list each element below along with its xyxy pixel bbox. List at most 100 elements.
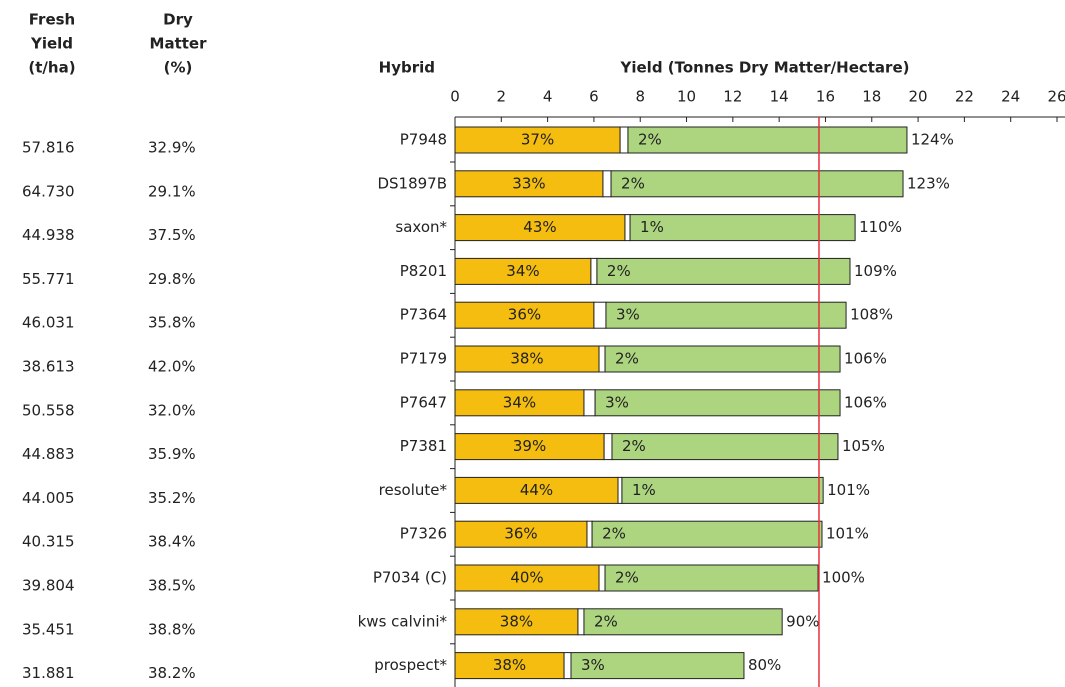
bar-segment — [604, 345, 841, 373]
x-axis-label: Yield (Tonnes Dry Matter/Hectare) — [620, 59, 910, 77]
fresh-yield: 46.031 — [22, 314, 75, 332]
segment-label: 2% — [615, 569, 639, 587]
segment-label: 38% — [510, 350, 543, 368]
x-tick-label: 4 — [543, 88, 553, 106]
dry-matter: 32.9% — [148, 139, 196, 157]
bar-segment — [577, 608, 585, 636]
total-label: 124% — [911, 131, 954, 149]
bar-segment — [598, 564, 606, 592]
bar-segment — [590, 257, 598, 285]
segment-label: 3% — [581, 656, 605, 674]
bar-segment — [602, 170, 612, 198]
segment-label: 1% — [640, 218, 664, 236]
bar-segment — [594, 389, 841, 417]
category-label: kws calvini* — [358, 612, 448, 630]
column-header: Dry — [163, 11, 193, 29]
segment-label: 2% — [621, 174, 645, 192]
category-label: P7948 — [400, 131, 447, 149]
fresh-yield: 35.451 — [22, 620, 75, 638]
total-label: 123% — [907, 174, 950, 192]
bar-segment — [586, 520, 593, 548]
fresh-yield: 50.558 — [22, 401, 75, 419]
x-tick-label: 6 — [589, 88, 599, 106]
bar-segment — [454, 214, 626, 242]
total-label: 106% — [844, 393, 887, 411]
total-label: 100% — [822, 569, 865, 587]
x-tick-label: 8 — [635, 88, 645, 106]
bar-segment — [454, 170, 604, 198]
fresh-yield: 44.938 — [22, 226, 75, 244]
bar-segment — [454, 520, 588, 548]
category-label: P7179 — [400, 350, 447, 368]
segment-label: 34% — [506, 262, 539, 280]
column-header: (%) — [164, 59, 193, 77]
bar-segment — [454, 126, 621, 154]
x-tick-label: 20 — [909, 88, 928, 106]
fresh-yield: 38.613 — [22, 358, 75, 376]
segment-label: 2% — [594, 612, 618, 630]
dry-matter: 29.1% — [148, 182, 196, 200]
bar-segment — [454, 608, 579, 636]
bar-segment — [605, 301, 847, 329]
column-header: Matter — [150, 35, 208, 53]
category-label: prospect* — [374, 656, 447, 674]
dry-matter: 38.8% — [148, 620, 196, 638]
bar-segment — [604, 564, 819, 592]
segment-label: 38% — [500, 612, 533, 630]
x-tick-label: 2 — [497, 88, 507, 106]
x-tick-label: 16 — [816, 88, 835, 106]
category-label: P7326 — [400, 525, 447, 543]
bar-segment — [454, 389, 585, 417]
bar-segment — [591, 520, 823, 548]
dry-matter: 29.8% — [148, 270, 196, 288]
category-label: DS1897B — [377, 174, 447, 192]
column-header: Fresh — [29, 11, 75, 29]
fresh-yield: 39.804 — [22, 577, 75, 595]
total-label: 90% — [786, 612, 819, 630]
bar-segment — [454, 301, 595, 329]
dry-matter: 42.0% — [148, 358, 196, 376]
fresh-yield: 40.315 — [22, 533, 75, 551]
bar-segment — [583, 608, 783, 636]
category-label: P7034 (C) — [373, 569, 447, 587]
category-label: resolute* — [379, 481, 448, 499]
bar-segment — [621, 476, 824, 504]
bar-segment — [617, 476, 623, 504]
segment-label: 43% — [523, 218, 556, 236]
bar-segment — [570, 652, 745, 680]
bar-segment — [596, 257, 851, 285]
total-label: 109% — [854, 262, 897, 280]
total-label: 110% — [859, 218, 902, 236]
x-tick-label: 0 — [450, 88, 460, 106]
dry-matter: 35.8% — [148, 314, 196, 332]
bar-segment — [583, 389, 596, 417]
bar-segment — [598, 345, 606, 373]
dry-matter: 38.5% — [148, 577, 196, 595]
segment-label: 38% — [493, 656, 526, 674]
total-label: 108% — [850, 306, 893, 324]
fresh-yield: 55.771 — [22, 270, 75, 288]
x-tick-label: 18 — [862, 88, 881, 106]
category-label: P7381 — [400, 437, 447, 455]
dry-matter: 32.0% — [148, 401, 196, 419]
dry-matter: 35.9% — [148, 445, 196, 463]
bar-segment — [627, 126, 908, 154]
fresh-yield: 44.883 — [22, 445, 75, 463]
bar-segment — [454, 476, 619, 504]
category-axis-label: Hybrid — [379, 59, 435, 77]
bar-segment — [629, 214, 856, 242]
bar-segment — [593, 301, 607, 329]
bar-segment — [454, 345, 600, 373]
segment-label: 2% — [622, 437, 646, 455]
category-label: P7647 — [400, 393, 447, 411]
segment-label: 33% — [512, 174, 545, 192]
category-label: saxon* — [395, 218, 447, 236]
x-tick-label: 22 — [955, 88, 974, 106]
segment-label: 36% — [504, 525, 537, 543]
bar-segment — [611, 433, 839, 461]
segment-label: 40% — [510, 569, 543, 587]
segment-label: 2% — [607, 262, 631, 280]
segment-label: 2% — [638, 131, 662, 149]
segment-label: 2% — [602, 525, 626, 543]
